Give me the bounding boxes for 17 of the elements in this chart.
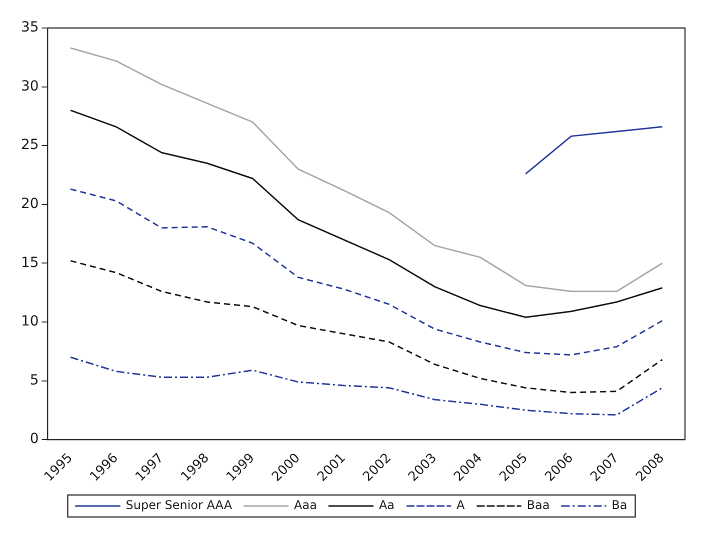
legend-label: Baa [526,498,550,512]
y-tick-label: 30 [20,78,39,94]
legend-label: Ba [612,498,628,512]
legend-label: Aa [378,498,395,512]
line-series [70,188,663,356]
y-tick-label: 0 [30,431,39,448]
y-tick-label: 35 [20,20,39,36]
y-tick-label: 10 [20,314,39,330]
legend-label: Aaa [294,498,317,512]
line-series [70,356,663,416]
y-tick-label: 25 [20,137,39,154]
legend-label: A [456,498,466,512]
legend-label: Super Senior AAA [126,498,233,512]
y-tick-label: 15 [20,254,39,271]
y-tick-label: 20 [20,196,39,212]
line-series [70,260,663,394]
y-tick-label: 5 [30,372,39,388]
